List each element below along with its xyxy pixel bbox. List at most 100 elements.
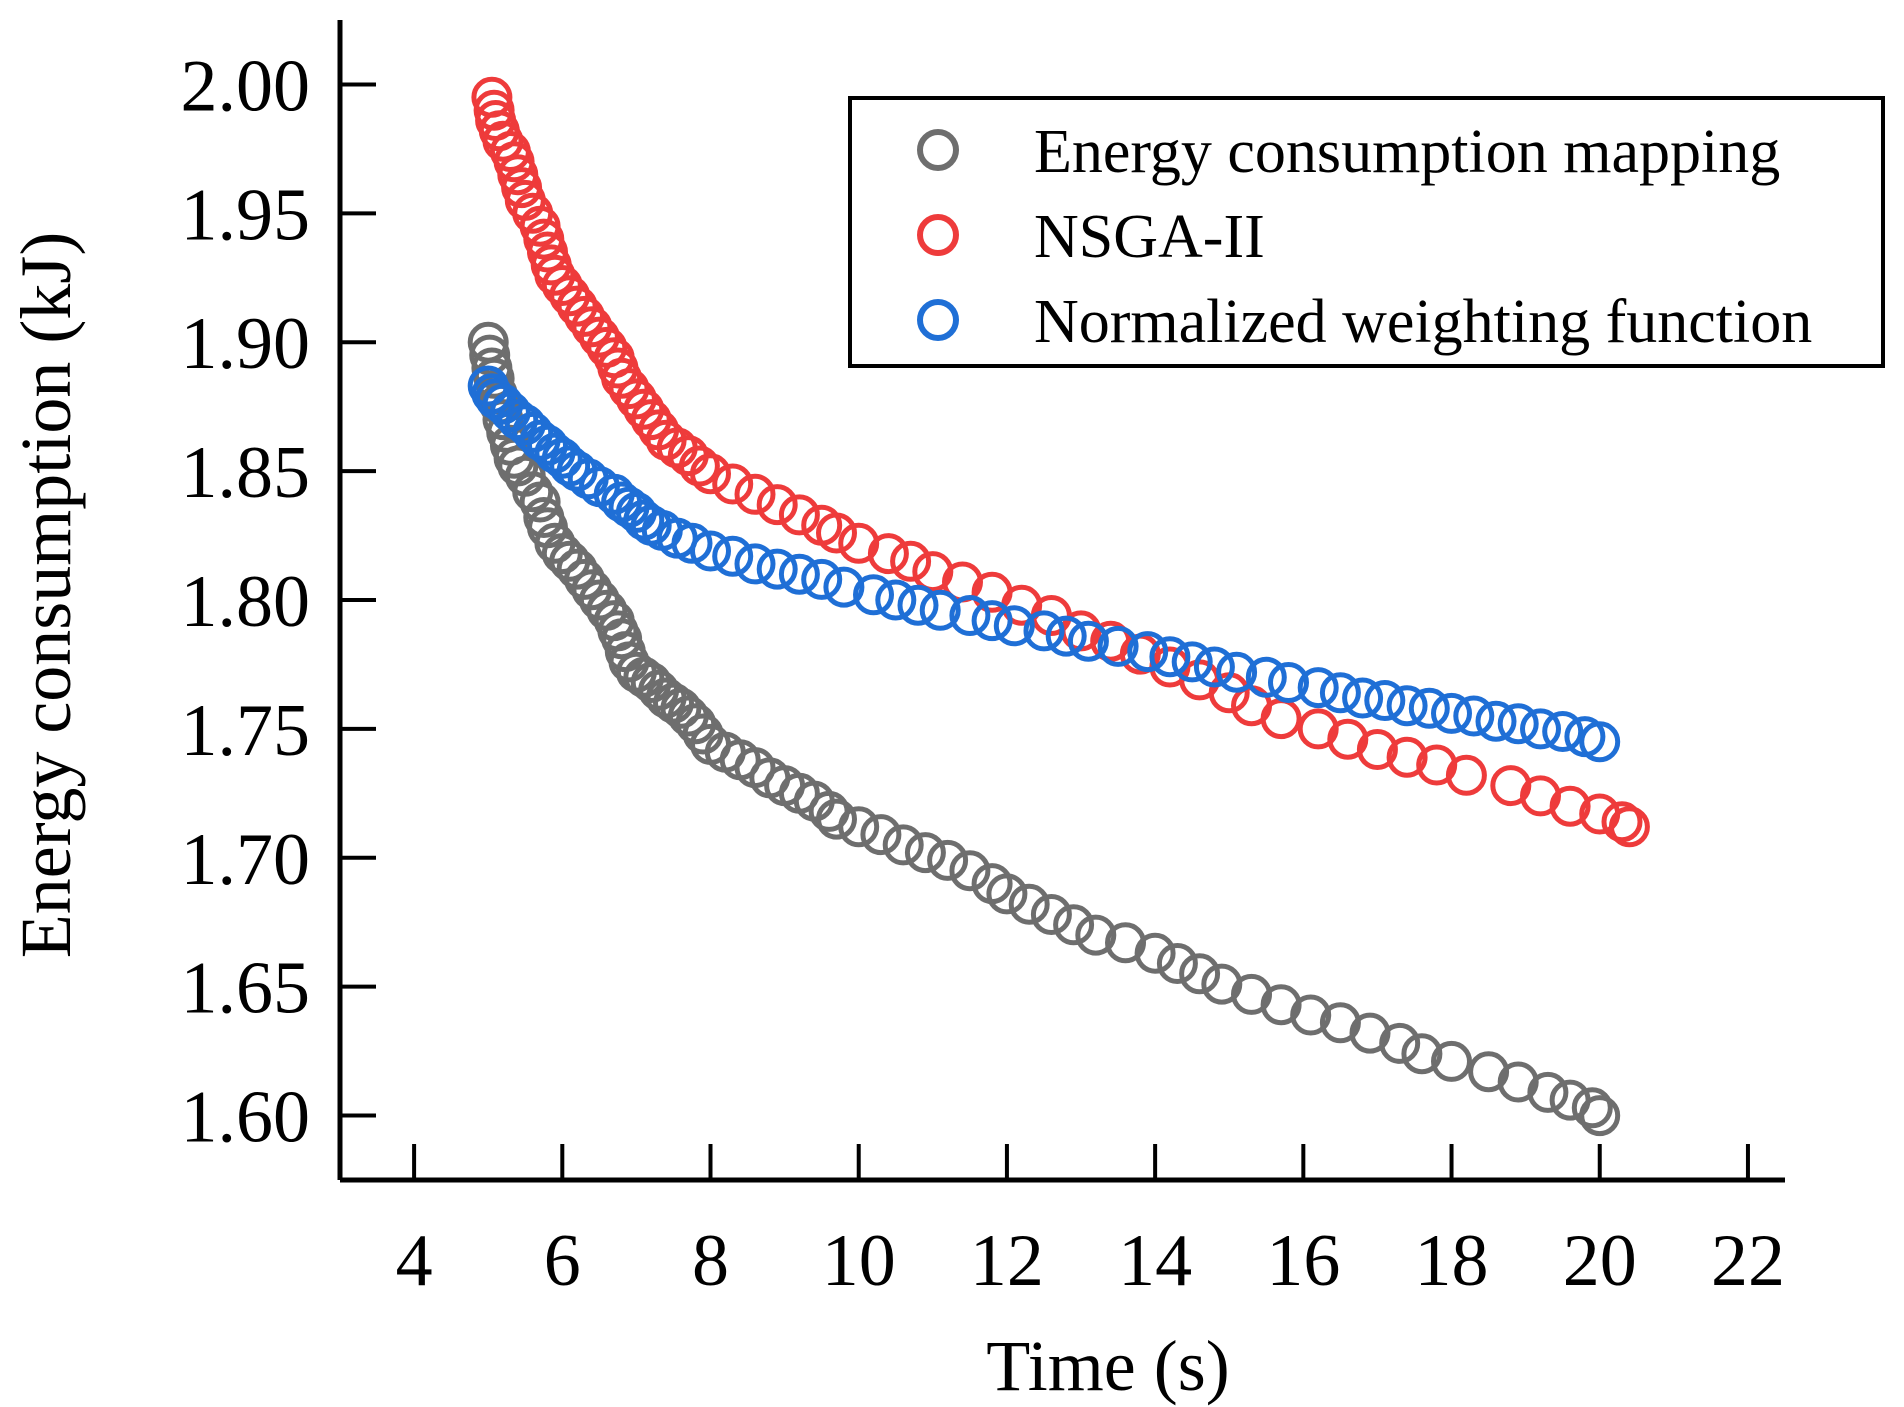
y-tick-label: 1.65 bbox=[181, 948, 311, 1030]
data-point bbox=[519, 481, 561, 523]
data-point bbox=[778, 553, 820, 595]
legend: Energy consumption mapping NSGA-II Norma… bbox=[917, 118, 1812, 356]
data-point bbox=[1149, 636, 1191, 678]
data-point bbox=[949, 850, 991, 892]
data-point bbox=[556, 548, 598, 590]
x-tick-label: 6 bbox=[544, 1220, 581, 1302]
data-point bbox=[571, 306, 613, 348]
data-point bbox=[927, 839, 969, 881]
x-tick-label: 12 bbox=[970, 1220, 1044, 1302]
legend-label-series-1: Energy consumption mapping bbox=[1034, 118, 1780, 186]
data-point bbox=[734, 473, 776, 515]
data-point bbox=[1549, 785, 1591, 827]
data-point bbox=[1475, 700, 1517, 742]
legend-box bbox=[848, 96, 1885, 368]
y-tick-label: 1.70 bbox=[181, 819, 311, 901]
data-point bbox=[860, 814, 902, 856]
data-point bbox=[756, 484, 798, 526]
data-point bbox=[1542, 711, 1584, 752]
data-point bbox=[890, 540, 932, 582]
data-points-layer bbox=[467, 76, 1650, 1137]
x-tick-label: 18 bbox=[1415, 1220, 1489, 1302]
data-point bbox=[778, 494, 820, 536]
y-tick-label: 1.60 bbox=[181, 1077, 311, 1159]
data-point bbox=[678, 445, 720, 487]
y-axis-title: Energy consumption (kJ) bbox=[6, 232, 86, 959]
legend-marker-series-1 bbox=[917, 129, 959, 171]
x-tick-label: 8 bbox=[692, 1220, 729, 1302]
y-tick-label: 1.85 bbox=[181, 432, 311, 514]
data-point bbox=[1379, 1022, 1421, 1064]
data-point bbox=[473, 357, 515, 399]
data-point bbox=[1053, 904, 1095, 946]
y-tick-label: 1.90 bbox=[181, 303, 311, 385]
data-point bbox=[1171, 641, 1213, 683]
legend-label-series-2: NSGA-II bbox=[1034, 203, 1265, 271]
data-point bbox=[1075, 914, 1117, 956]
data-point bbox=[549, 275, 591, 317]
data-point bbox=[1408, 687, 1450, 729]
data-point bbox=[1401, 1033, 1443, 1075]
data-point bbox=[1520, 708, 1561, 750]
data-point bbox=[1008, 883, 1050, 925]
data-point bbox=[690, 530, 731, 572]
series-3-points bbox=[467, 365, 1621, 763]
ticks-layer: 4 6 8 10 12 14 16 18 20 22 1.60 1.65 1.70 1.75 1.80 1.8… bbox=[181, 45, 1785, 1302]
data-point bbox=[1179, 953, 1221, 995]
data-point bbox=[1216, 651, 1258, 693]
data-point bbox=[712, 535, 754, 577]
data-point bbox=[823, 566, 865, 608]
data-point bbox=[571, 569, 613, 611]
data-point bbox=[1601, 801, 1643, 843]
data-point bbox=[1193, 646, 1235, 688]
x-tick-label: 10 bbox=[822, 1220, 896, 1302]
data-point bbox=[534, 254, 576, 296]
data-point bbox=[919, 589, 961, 631]
data-point bbox=[1445, 754, 1487, 796]
data-point bbox=[564, 558, 605, 600]
data-point bbox=[1364, 680, 1406, 721]
data-point bbox=[608, 368, 650, 410]
data-point bbox=[1386, 736, 1428, 778]
data-point bbox=[630, 399, 672, 441]
data-point bbox=[564, 295, 605, 337]
x-tick-label: 14 bbox=[1118, 1220, 1192, 1302]
data-point bbox=[1453, 695, 1495, 737]
data-point bbox=[1527, 1071, 1569, 1113]
x-axis-title: Time (s) bbox=[986, 1326, 1229, 1406]
x-tick-label: 4 bbox=[396, 1220, 433, 1302]
data-point bbox=[1134, 932, 1176, 974]
data-point bbox=[1045, 615, 1087, 657]
data-point bbox=[1290, 994, 1332, 1036]
data-point bbox=[993, 605, 1035, 647]
data-point bbox=[1268, 662, 1309, 703]
data-point bbox=[882, 824, 924, 866]
x-tick-label: 22 bbox=[1711, 1220, 1785, 1302]
data-point bbox=[904, 832, 946, 874]
data-point bbox=[1245, 656, 1287, 698]
data-point bbox=[986, 873, 1028, 915]
data-point bbox=[623, 388, 665, 430]
data-point bbox=[756, 548, 798, 590]
data-point bbox=[971, 600, 1013, 642]
data-point bbox=[1608, 806, 1650, 848]
data-point bbox=[671, 522, 713, 564]
data-point bbox=[512, 471, 554, 513]
data-point bbox=[1127, 631, 1169, 673]
data-point bbox=[1431, 1040, 1472, 1082]
data-point bbox=[1356, 729, 1398, 770]
legend-label-series-3: Normalized weighting function bbox=[1034, 288, 1812, 356]
data-point bbox=[949, 595, 991, 636]
data-point bbox=[675, 703, 717, 745]
data-point bbox=[1023, 610, 1065, 652]
y-tick-label: 1.80 bbox=[181, 561, 311, 643]
data-point bbox=[601, 357, 643, 399]
data-point bbox=[482, 120, 524, 162]
data-point bbox=[556, 285, 598, 327]
data-point bbox=[853, 574, 894, 616]
data-point bbox=[1342, 677, 1384, 719]
data-point bbox=[1156, 943, 1198, 984]
data-point bbox=[1319, 672, 1361, 714]
data-point bbox=[690, 453, 731, 495]
